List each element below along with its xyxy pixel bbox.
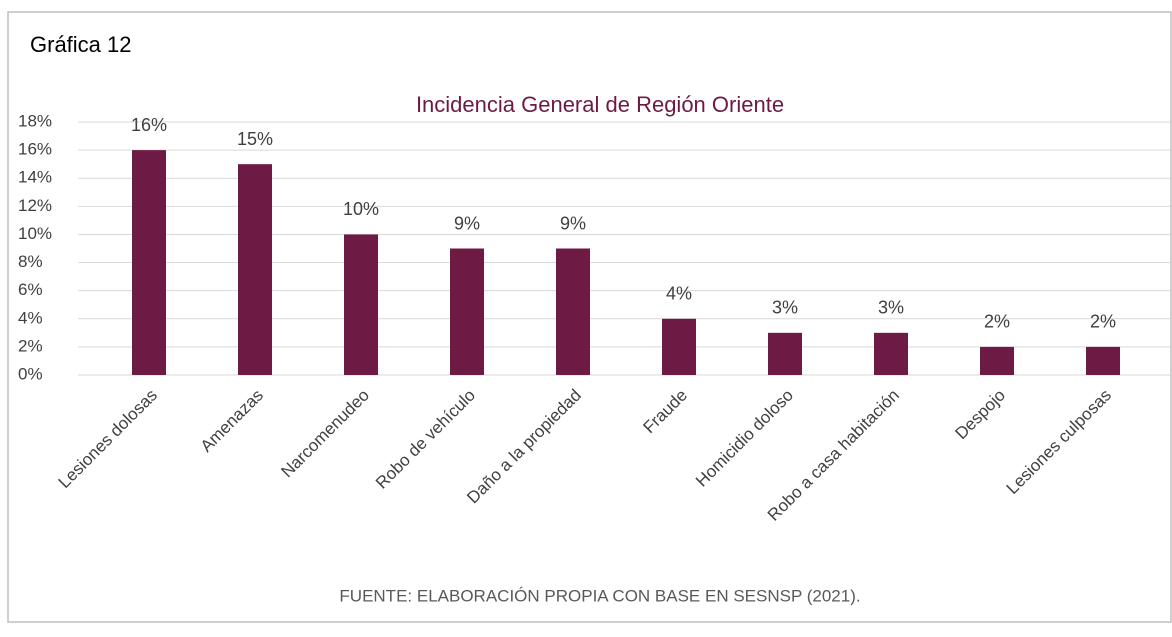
source: FUENTE: ELABORACIÓN PROPIA CON BASE EN S…	[339, 586, 860, 605]
y-tick-label: 8%	[18, 252, 43, 271]
data-label: 4%	[666, 284, 692, 304]
x-tick-label: Daño a la propiedad	[463, 386, 585, 508]
y-tick-label: 16%	[18, 140, 52, 159]
bar	[768, 332, 802, 375]
x-tick-label: Narcomenudeo	[277, 386, 373, 482]
chart-title: Incidencia General de Región Oriente	[416, 92, 784, 117]
bar	[132, 150, 166, 375]
heading: Gráfica 12	[30, 32, 132, 57]
x-tick-label: Amenazas	[197, 386, 267, 456]
x-tick-label: Lesiones dolosas	[55, 386, 161, 492]
data-label: 10%	[343, 199, 379, 219]
data-label: 3%	[772, 298, 798, 318]
y-tick-label: 12%	[18, 196, 52, 215]
x-tick-label: Robo de vehículo	[372, 386, 479, 493]
x-tick-label: Fraude	[639, 386, 691, 438]
bar	[662, 318, 696, 375]
bar	[874, 332, 908, 375]
bar	[1086, 346, 1120, 375]
bar	[450, 248, 484, 375]
y-tick-label: 10%	[18, 224, 52, 243]
data-label: 15%	[237, 129, 273, 149]
bar	[344, 234, 378, 375]
frame	[7, 11, 1172, 623]
x-tick-label: Homicidio doloso	[692, 386, 797, 491]
data-label: 3%	[878, 298, 904, 318]
data-label: 2%	[984, 312, 1010, 332]
y-tick-label: 4%	[18, 308, 43, 327]
y-tick-label: 2%	[18, 336, 43, 355]
data-label: 9%	[454, 213, 480, 233]
x-tick-label: Lesiones culposas	[1003, 386, 1115, 498]
y-tick-label: 14%	[18, 168, 52, 187]
bar	[980, 346, 1014, 375]
y-tick-label: 18%	[18, 111, 52, 130]
data-label: 16%	[131, 115, 167, 135]
bar	[556, 248, 590, 375]
data-label: 9%	[560, 213, 586, 233]
data-label: 2%	[1090, 312, 1116, 332]
x-tick-label: Despojo	[951, 386, 1009, 444]
bar	[238, 164, 272, 375]
y-tick-label: 0%	[18, 364, 43, 383]
y-tick-label: 6%	[18, 280, 43, 299]
